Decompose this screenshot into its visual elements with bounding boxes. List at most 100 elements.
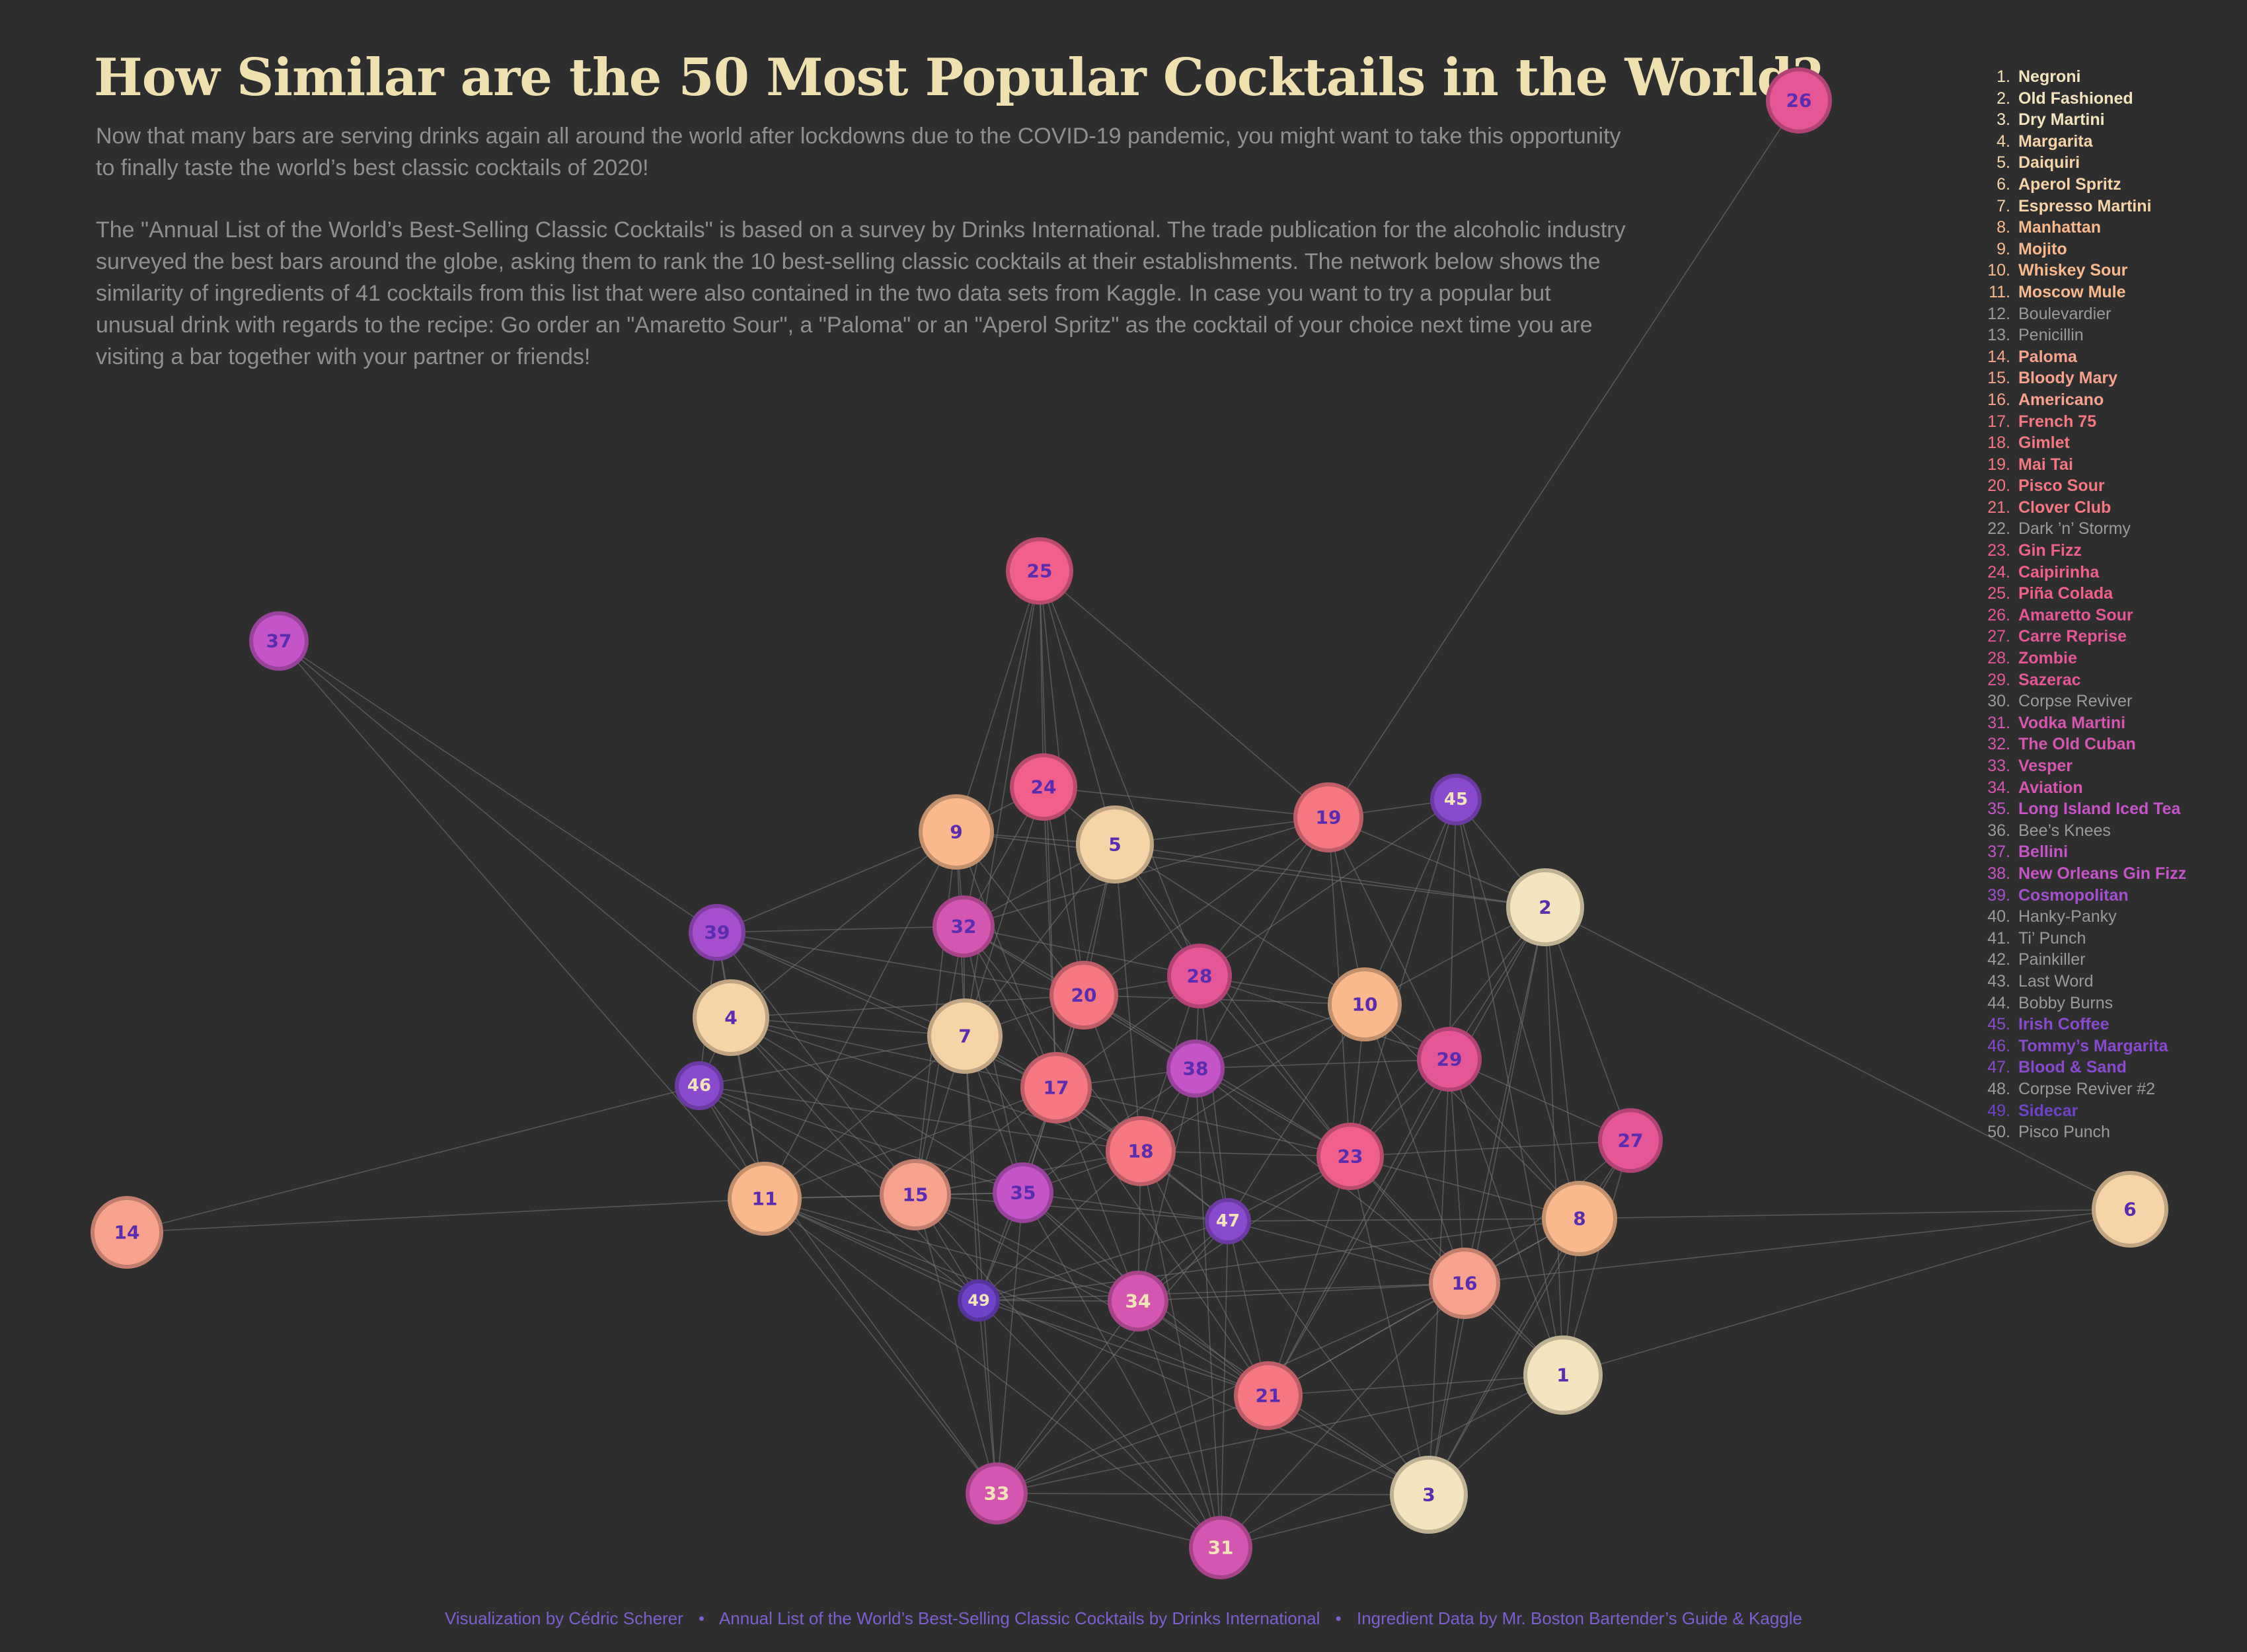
cocktail-rank: 49. — [1987, 1101, 2010, 1120]
cocktail-rank: 47. — [1987, 1058, 2010, 1077]
cocktail-rank: 31. — [1987, 713, 2010, 732]
edge-2-8 — [1544, 907, 1580, 1219]
edge-29-1 — [1449, 1059, 1564, 1376]
cocktail-rank: 34. — [1987, 778, 2010, 797]
edge-33-31 — [996, 1493, 1221, 1548]
node-label-27: 27 — [1618, 1130, 1644, 1152]
caption-separator: • — [1335, 1608, 1342, 1628]
caption: Visualization by Cédric Scherer • Annual… — [0, 1608, 2247, 1629]
node-circle-27 — [1598, 1108, 1663, 1173]
cocktail-list-item: 50. Pisco Punch — [1976, 1121, 2240, 1143]
cocktail-name: Amaretto Sour — [2018, 605, 2133, 624]
cocktail-rank: 36. — [1987, 821, 2010, 840]
node-circle-4 — [693, 979, 769, 1056]
node-circle-38 — [1166, 1039, 1225, 1098]
edge-18-21 — [1140, 1150, 1269, 1396]
edge-45-23 — [1350, 799, 1457, 1157]
node-label-3: 3 — [1422, 1484, 1435, 1506]
cocktail-list-item: 1. Negroni — [1976, 66, 2240, 88]
edge-2-1 — [1544, 907, 1564, 1376]
cocktail-rank: 24. — [1987, 562, 2010, 582]
edge-15-47 — [915, 1194, 1229, 1222]
edge-29-27 — [1449, 1059, 1631, 1141]
cocktail-name: Paloma — [2018, 347, 2077, 366]
node-circle-33 — [966, 1462, 1028, 1524]
node-39: 39 — [689, 904, 745, 961]
node-circle-47 — [1205, 1198, 1251, 1244]
cocktail-name: Negroni — [2018, 67, 2081, 86]
edge-14-46 — [126, 1085, 700, 1233]
node-circle-25 — [1006, 537, 1073, 605]
node-circle-14 — [91, 1196, 163, 1269]
node-circle-29 — [1417, 1027, 1482, 1092]
edge-11-21 — [764, 1198, 1269, 1396]
edge-4-7 — [730, 1017, 966, 1037]
cocktail-name: Corpse Reviver — [2018, 692, 2133, 711]
node-label-49: 49 — [968, 1291, 989, 1310]
edge-4-49 — [730, 1017, 979, 1301]
edge-2-3 — [1428, 907, 1546, 1495]
edge-49-21 — [978, 1300, 1269, 1396]
edge-4-17 — [730, 1017, 1057, 1088]
node-label-31: 31 — [1208, 1537, 1234, 1559]
cocktail-list-item: 43. Last Word — [1976, 971, 2240, 993]
edge-45-8 — [1455, 799, 1580, 1219]
edge-26-19 — [1328, 100, 1800, 818]
cocktail-name: Dark ’n’ Stormy — [2018, 519, 2131, 539]
cocktail-rank: 18. — [1987, 433, 2010, 453]
cocktail-name: Penicillin — [2018, 326, 2084, 345]
cocktail-list-item: 49. Sidecar — [1976, 1100, 2240, 1122]
edge-9-17 — [956, 831, 1057, 1088]
edge-47-49 — [978, 1220, 1229, 1301]
edge-18-31 — [1140, 1150, 1221, 1548]
cocktail-name: Clover Club — [2018, 498, 2112, 517]
edge-1-31 — [1220, 1374, 1564, 1548]
edge-46-35 — [699, 1085, 1024, 1193]
node-circle-21 — [1234, 1361, 1303, 1430]
edge-6-1 — [1562, 1209, 2131, 1376]
cocktail-name: Mai Tai — [2018, 455, 2073, 474]
cocktail-rank: 12. — [1987, 304, 2010, 323]
cocktail-rank: 2. — [1997, 89, 2010, 108]
cocktail-list-item: 2. Old Fashioned — [1976, 88, 2240, 110]
node-label-25: 25 — [1027, 560, 1053, 582]
node-9: 9 — [919, 794, 994, 870]
cocktail-list-item: 5. Daiquiri — [1976, 152, 2240, 174]
edge-46-33 — [699, 1085, 997, 1494]
cocktail-list-item: 26. Amaretto Sour — [1976, 605, 2240, 626]
node-circle-45 — [1430, 774, 1482, 825]
node-1: 1 — [1523, 1335, 1603, 1415]
cocktail-ranking-list: 1. Negroni 2. Old Fashioned 3. Dry Martini 4. M… — [1976, 66, 2240, 1143]
node-label-20: 20 — [1071, 985, 1097, 1006]
node-28: 28 — [1167, 944, 1232, 1008]
edge-17-23 — [1055, 1087, 1351, 1157]
edge-21-33 — [996, 1395, 1269, 1494]
edge-14-11 — [126, 1198, 765, 1233]
cocktail-list-item: 19. Mai Tai — [1976, 454, 2240, 476]
edge-16-33 — [996, 1283, 1465, 1494]
edge-25-7 — [964, 570, 1040, 1037]
edge-28-47 — [1199, 975, 1229, 1222]
cocktail-name: Espresso Martini — [2018, 196, 2152, 215]
edge-45-10 — [1364, 799, 1457, 1005]
cocktail-rank: 33. — [1987, 757, 2010, 775]
edge-3-33 — [996, 1493, 1429, 1495]
node-37: 37 — [249, 611, 309, 671]
cocktail-list-item: 11. Moscow Mule — [1976, 282, 2240, 303]
edge-19-29 — [1328, 817, 1450, 1060]
cocktail-list-item: 15. Bloody Mary — [1976, 367, 2240, 389]
edge-34-16 — [1137, 1283, 1465, 1302]
node-circle-34 — [1108, 1271, 1168, 1332]
node-label-24: 24 — [1031, 776, 1057, 798]
node-32: 32 — [933, 895, 995, 957]
edge-29-21 — [1268, 1059, 1450, 1396]
cocktail-list-item: 41. Ti’ Punch — [1976, 928, 2240, 950]
node-label-47: 47 — [1216, 1211, 1240, 1231]
node-label-1: 1 — [1556, 1365, 1569, 1386]
edge-2-16 — [1464, 907, 1546, 1284]
node-circle-8 — [1542, 1181, 1617, 1256]
edge-39-20 — [716, 932, 1085, 996]
cocktail-name: Carre Reprise — [2018, 627, 2127, 646]
edge-25-28 — [1039, 570, 1200, 977]
cocktail-rank: 41. — [1987, 928, 2010, 948]
